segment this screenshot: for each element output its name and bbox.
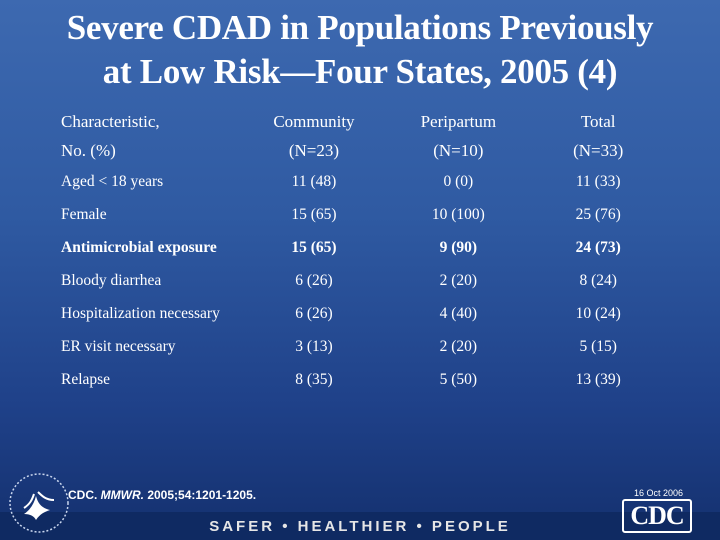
cell-total: 8 (24) <box>579 271 617 289</box>
cell-community: 6 (26) <box>295 304 333 322</box>
cell-community: 11 (48) <box>291 172 337 190</box>
slide-title: Severe CDAD in Populations Previously at… <box>0 6 720 94</box>
slide-title-line1: Severe CDAD in Populations Previously <box>66 8 654 47</box>
table-header-row: Characteristic, No. (%) Community (N=23)… <box>55 107 665 165</box>
cdc-logo: CDC <box>622 499 692 533</box>
cell-peripartum: 4 (40) <box>439 304 478 322</box>
citation: CDC. MMWR. 2005;54:1201-1205. <box>68 488 257 502</box>
footer-tagline: SAFER • HEALTHIER • PEOPLE <box>209 518 511 535</box>
cell-community: 3 (13) <box>295 337 333 355</box>
cell-total: 13 (39) <box>575 370 621 388</box>
cell-community: 15 (65) <box>291 238 337 256</box>
row-label: Aged < 18 years <box>61 172 164 190</box>
row-label: Relapse <box>61 370 111 388</box>
cell-community: 15 (65) <box>291 205 337 223</box>
header-total: Total (N=33) <box>573 112 624 160</box>
table-row: Bloody diarrhea 6 (26) 2 (20) 8 (24) <box>55 264 665 297</box>
header-community: Community (N=23) <box>273 112 355 160</box>
cell-peripartum: 5 (50) <box>439 370 478 388</box>
cell-total: 25 (76) <box>575 205 621 223</box>
cell-total: 10 (24) <box>575 304 621 322</box>
header-peripartum: Peripartum (N=10) <box>420 112 497 160</box>
row-label: Antimicrobial exposure <box>61 238 217 256</box>
header-characteristic: Characteristic, No. (%) <box>61 112 160 160</box>
cell-total: 24 (73) <box>575 238 621 256</box>
data-table: Characteristic, No. (%) Community (N=23)… <box>55 107 665 396</box>
cell-peripartum: 10 (100) <box>431 205 485 223</box>
row-label: Hospitalization necessary <box>61 304 220 322</box>
cell-peripartum: 0 (0) <box>443 172 474 190</box>
citation-journal: MMWR. <box>100 488 144 502</box>
row-label: Female <box>61 205 107 223</box>
table-row: Aged < 18 years 11 (48) 0 (0) 11 (33) <box>55 165 665 198</box>
cell-peripartum: 9 (90) <box>439 238 478 256</box>
cell-peripartum: 2 (20) <box>439 337 478 355</box>
footer-bar <box>0 512 720 540</box>
row-label: ER visit necessary <box>61 337 176 355</box>
slide-title-line2: at Low Risk—Four States, 2005 (4) <box>102 52 618 91</box>
table-row-highlighted: Antimicrobial exposure 15 (65) 9 (90) 24… <box>55 231 665 264</box>
cell-total: 11 (33) <box>575 172 621 190</box>
hhs-eagle-logo-icon <box>9 473 69 533</box>
table-row: Female 15 (65) 10 (100) 25 (76) <box>55 198 665 231</box>
cell-peripartum: 2 (20) <box>439 271 478 289</box>
table-row: Relapse 8 (35) 5 (50) 13 (39) <box>55 363 665 396</box>
cell-community: 8 (35) <box>295 370 333 388</box>
table-row: ER visit necessary 3 (13) 2 (20) 5 (15) <box>55 330 665 363</box>
row-label: Bloody diarrhea <box>61 271 162 289</box>
cell-total: 5 (15) <box>579 337 617 355</box>
table-row: Hospitalization necessary 6 (26) 4 (40) … <box>55 297 665 330</box>
cell-community: 6 (26) <box>295 271 333 289</box>
slide-date: 16 Oct 2006 <box>634 488 684 498</box>
